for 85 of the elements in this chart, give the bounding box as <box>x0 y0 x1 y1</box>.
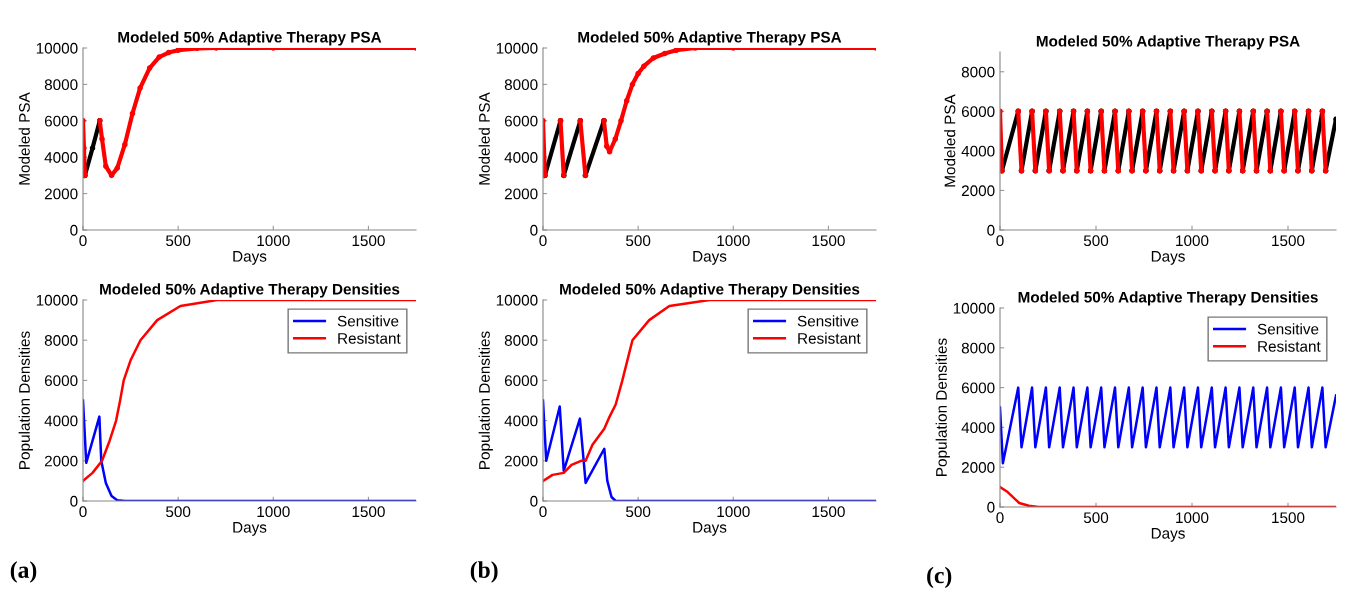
legend-label: Sensitive <box>1257 323 1319 335</box>
y-tick-label: 0 <box>530 224 538 236</box>
y-tick-label: 0 <box>987 224 995 236</box>
x-axis-title: Days <box>1151 528 1185 542</box>
x-tick-label: 500 <box>1083 235 1109 247</box>
y-tick-label: 6000 <box>44 115 78 127</box>
x-tick-label: 1000 <box>1176 512 1209 524</box>
chart-title: Modeled 50% Adaptive Therapy PSA <box>118 31 382 46</box>
x-tick-label: 0 <box>539 235 547 247</box>
x-tick-label: 500 <box>166 235 191 247</box>
y-tick-label: 10000 <box>36 42 78 54</box>
y-tick-label: 4000 <box>504 415 538 427</box>
y-axis-title: Population Densities <box>478 331 493 469</box>
y-tick-label: 0 <box>530 495 538 507</box>
legend-label: Resistant <box>798 332 861 344</box>
x-tick-label: 0 <box>79 506 87 518</box>
x-tick-label: 500 <box>626 506 651 518</box>
y-tick-label: 6000 <box>504 375 538 387</box>
y-tick-label: 8000 <box>504 79 538 91</box>
x-tick-label: 0 <box>79 235 87 247</box>
y-tick-label: 2000 <box>44 188 78 200</box>
x-axis-title: Days <box>693 522 727 536</box>
y-tick-label: 6000 <box>961 382 995 394</box>
text: (b) <box>470 561 498 583</box>
x-axis-title: Days <box>1151 251 1185 265</box>
y-axis-title: Modeled PSA <box>478 92 490 185</box>
x-tick-label: 0 <box>996 512 1004 524</box>
x-tick-label: 1500 <box>352 235 385 247</box>
x-tick-label: 1000 <box>1176 235 1209 247</box>
y-tick-label: 8000 <box>504 335 538 346</box>
x-tick-label: 500 <box>1083 512 1109 524</box>
y-tick-label: 8000 <box>961 66 995 78</box>
y-axis-title: Modeled PSA <box>944 94 956 187</box>
x-tick-label: 1500 <box>812 235 845 247</box>
x-axis-title: Days <box>233 251 267 265</box>
y-tick-label: 10000 <box>496 42 538 54</box>
y-tick-label: 6000 <box>961 106 995 118</box>
x-tick-label: 1500 <box>352 506 385 518</box>
chart-title: Modeled 50% Adaptive Therapy PSA <box>1036 35 1300 50</box>
y-tick-label: 8000 <box>44 335 78 346</box>
chart-title: Modeled 50% Adaptive Therapy PSA <box>578 31 842 46</box>
x-tick-label: 1500 <box>1272 235 1305 247</box>
y-tick-label: 4000 <box>961 145 995 157</box>
chart-title: Modeled 50% Adaptive Therapy Densities <box>1018 291 1318 306</box>
y-tick-label: 4000 <box>961 422 995 434</box>
y-tick-label: 2000 <box>961 185 995 197</box>
x-tick-label: 1500 <box>812 506 845 518</box>
x-tick-label: 1000 <box>257 235 290 247</box>
y-tick-label: 2000 <box>504 188 538 200</box>
x-tick-label: 0 <box>539 506 547 518</box>
x-axis-title: Days <box>693 251 727 265</box>
y-tick-label: 8000 <box>961 342 995 354</box>
x-tick-label: 500 <box>166 506 191 518</box>
legend-label: Resistant <box>1258 340 1321 352</box>
x-tick-label: 1000 <box>257 506 290 518</box>
text: (c) <box>927 566 952 589</box>
x-tick-label: 1500 <box>1272 512 1305 524</box>
x-tick-label: 0 <box>996 235 1004 247</box>
chart-title: Modeled 50% Adaptive Therapy Densities <box>560 283 860 298</box>
legend-label: Sensitive <box>797 315 859 327</box>
chart-title: Modeled 50% Adaptive Therapy Densities <box>100 283 400 298</box>
x-tick-label: 1000 <box>717 506 750 518</box>
y-axis-title: Population Densities <box>935 338 950 476</box>
y-tick-label: 0 <box>70 495 78 507</box>
y-tick-label: 0 <box>70 224 78 236</box>
x-axis-title: Days <box>233 522 267 536</box>
y-tick-label: 10000 <box>496 294 538 306</box>
y-tick-label: 4000 <box>504 152 538 163</box>
y-tick-label: 2000 <box>961 462 995 473</box>
x-tick-label: 500 <box>626 235 651 247</box>
y-axis-title: Modeled PSA <box>18 92 30 185</box>
y-tick-label: 4000 <box>44 415 78 427</box>
y-tick-label: 2000 <box>504 455 538 467</box>
y-tick-label: 8000 <box>44 79 78 91</box>
y-axis-title: Population Densities <box>18 331 33 469</box>
x-tick-label: 1000 <box>717 235 750 247</box>
text: (a) <box>10 561 37 583</box>
y-tick-label: 4000 <box>44 152 78 163</box>
y-tick-label: 10000 <box>36 294 78 306</box>
legend-label: Sensitive <box>337 315 399 327</box>
legend-label: Resistant <box>338 332 401 344</box>
y-tick-label: 2000 <box>44 455 78 467</box>
y-tick-label: 6000 <box>44 375 78 387</box>
y-tick-label: 6000 <box>504 115 538 127</box>
y-tick-label: 10000 <box>953 302 995 314</box>
